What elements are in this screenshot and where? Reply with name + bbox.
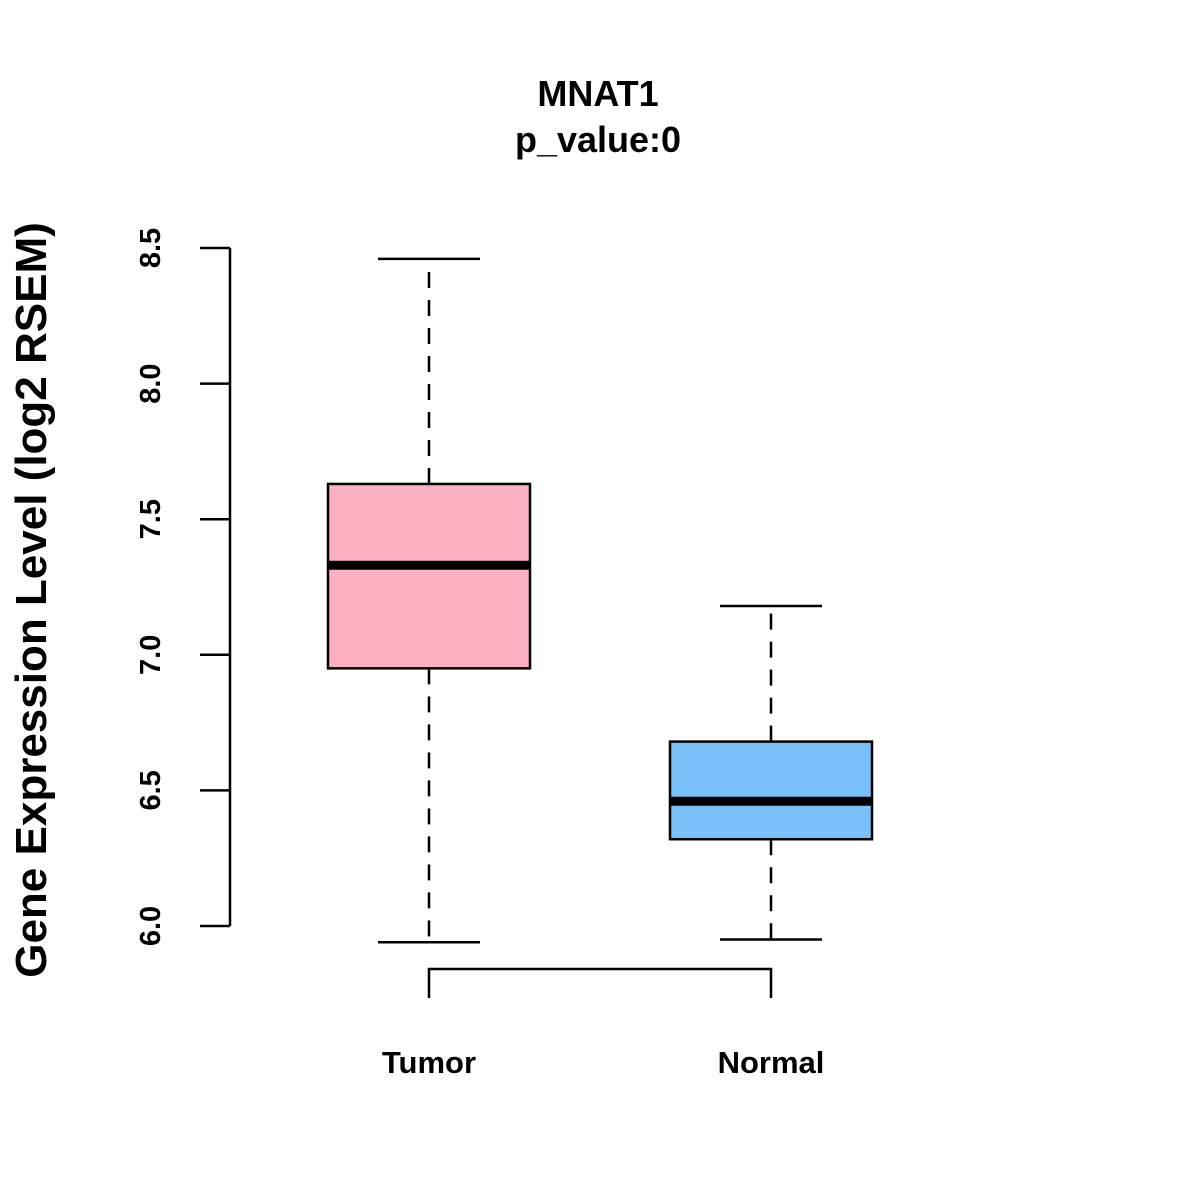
y-tick-label: 6.0 — [135, 906, 167, 946]
iqr-box — [668, 740, 874, 841]
y-tick-label: 8.0 — [135, 363, 167, 403]
chart-title: MNAT1 — [537, 73, 658, 114]
y-tick-label: 7.5 — [135, 499, 167, 539]
box-tumor — [326, 257, 532, 944]
y-tick-label: 8.5 — [135, 228, 167, 268]
box-normal — [668, 604, 874, 941]
box-group — [326, 257, 874, 944]
iqr-box — [326, 482, 532, 670]
y-tick-label: 7.0 — [135, 635, 167, 675]
y-axis: 6.0 6.5 7.0 7.5 8.0 8.5 — [135, 228, 232, 946]
x-label-tumor: Tumor — [382, 1045, 476, 1080]
bracket-line — [427, 967, 773, 998]
x-axis-labels: Tumor Normal — [382, 1045, 824, 1080]
y-axis-label: Gene Expression Level (log2 RSEM) — [7, 222, 56, 978]
x-label-normal: Normal — [718, 1045, 825, 1080]
comparison-bracket — [427, 967, 773, 998]
chart-subtitle: p_value:0 — [515, 119, 681, 160]
y-tick-label: 6.5 — [135, 770, 167, 810]
